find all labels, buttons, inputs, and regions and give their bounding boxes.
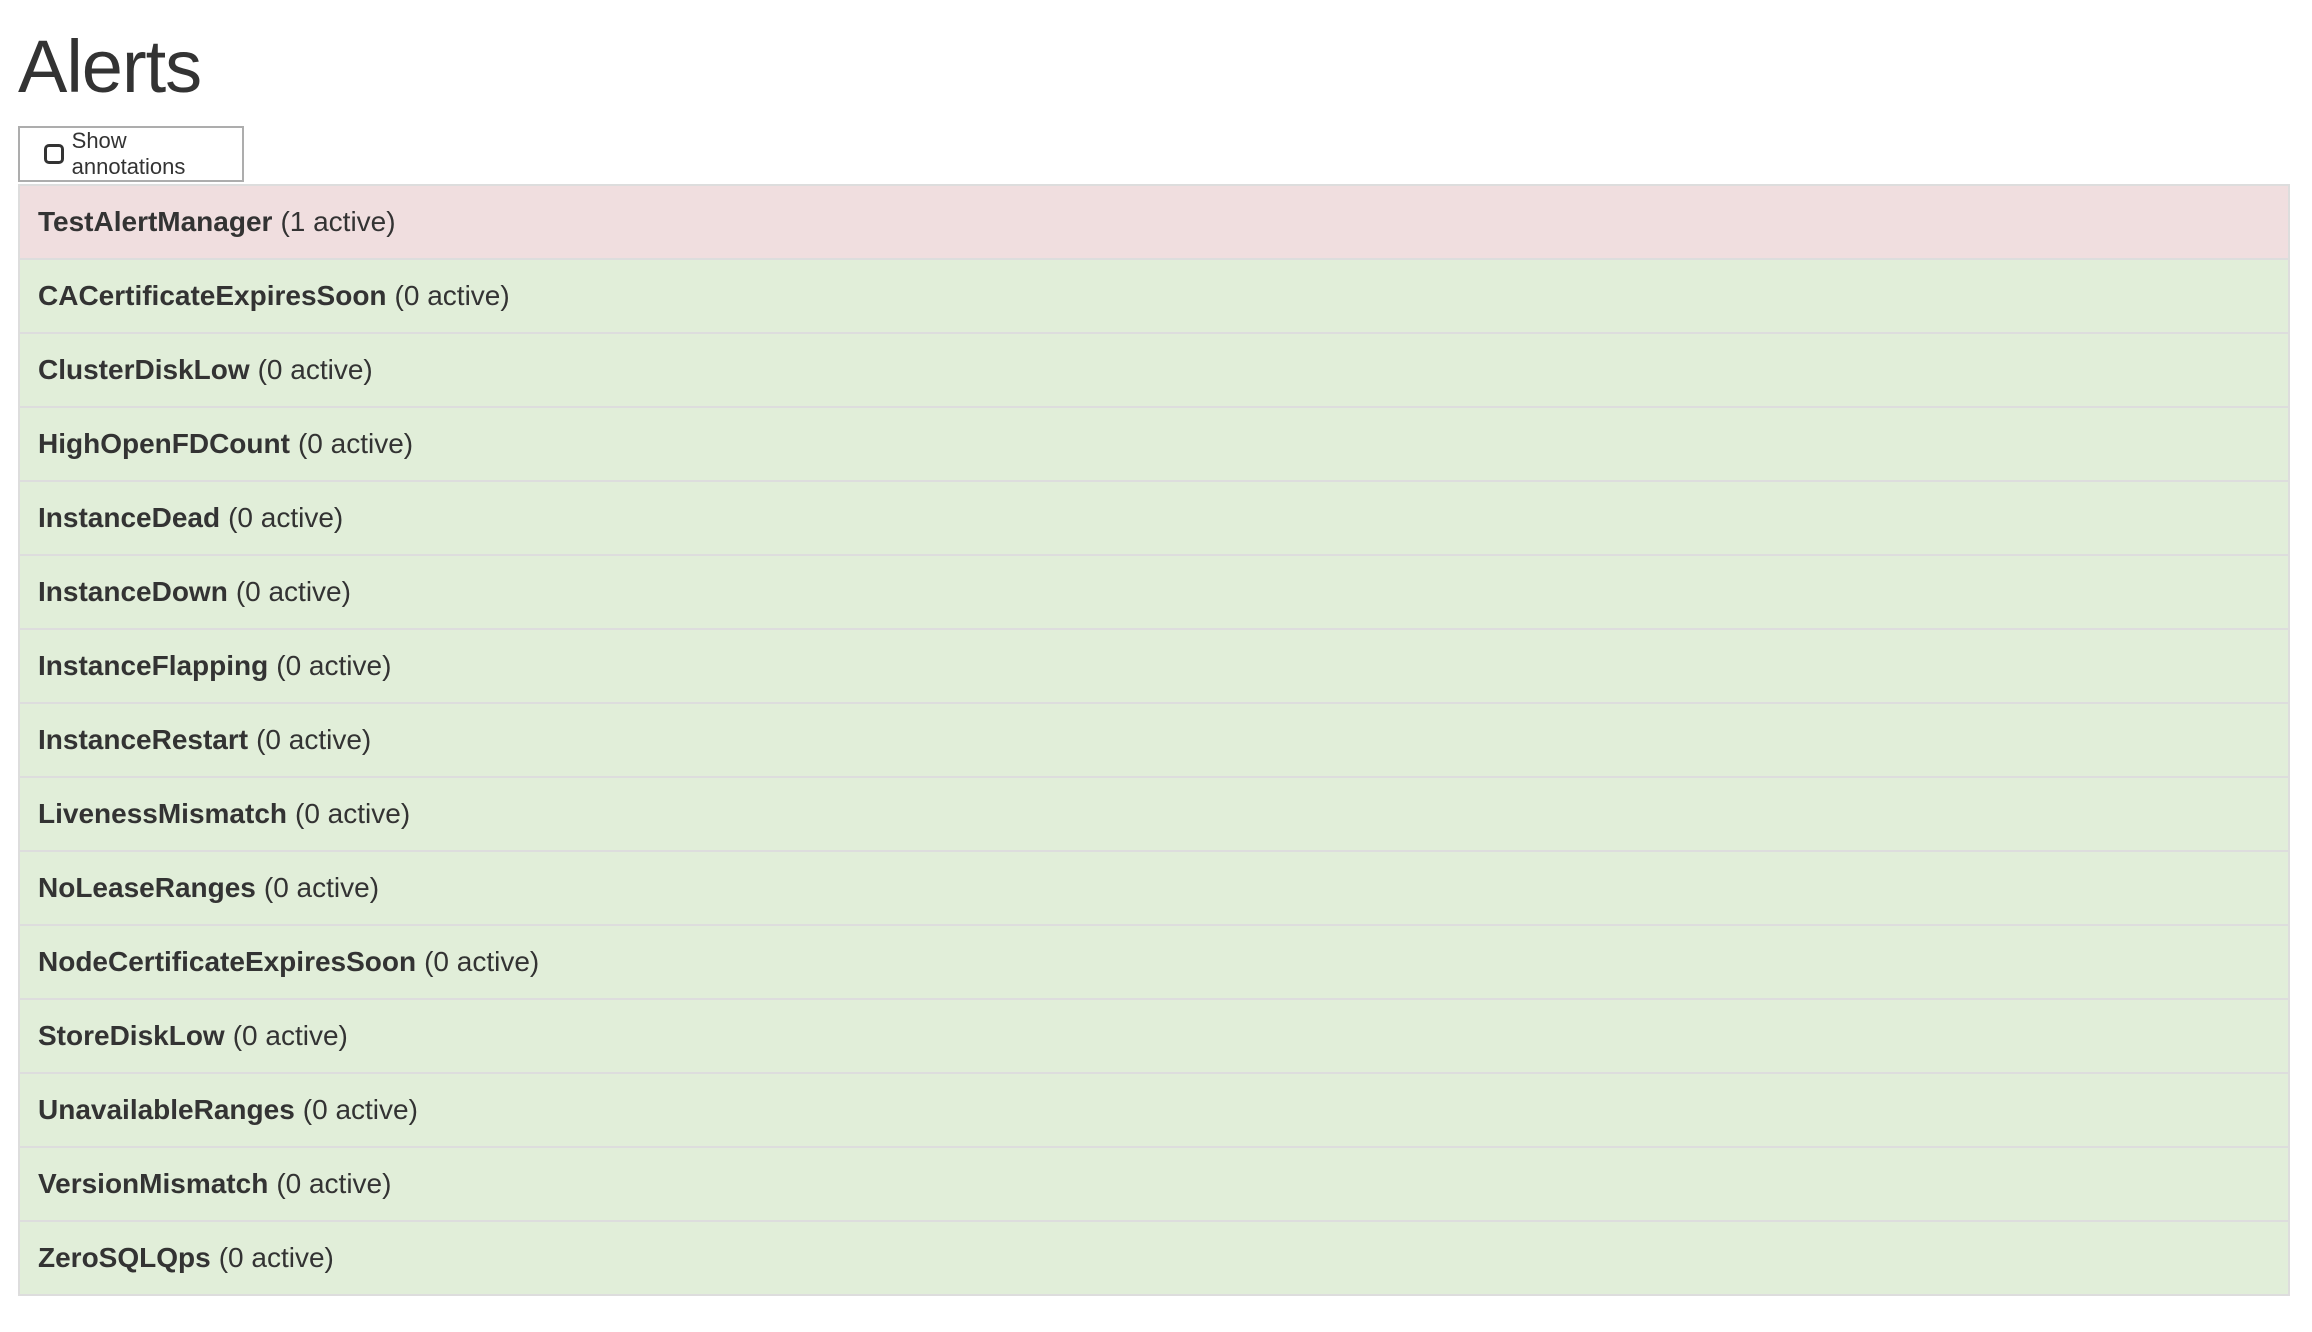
alert-name: InstanceDead [38,502,221,533]
alert-row[interactable]: TestAlertManager (1 active) [20,184,2288,258]
alert-name: CACertificateExpiresSoon [38,280,387,311]
alert-row[interactable]: CACertificateExpiresSoon (0 active) [20,258,2288,332]
alert-row[interactable]: InstanceFlapping (0 active) [20,628,2288,702]
alert-name: VersionMismatch [38,1168,269,1199]
alert-row[interactable]: StoreDiskLow (0 active) [20,998,2288,1072]
page-title: Alerts [18,25,202,108]
alert-active-count: (0 active) [235,576,351,607]
alert-active-count: (0 active) [276,1168,392,1199]
alert-name: HighOpenFDCount [38,428,290,459]
alert-active-count: (0 active) [295,798,411,829]
alert-name: TestAlertManager [38,206,273,237]
alert-active-count: (1 active) [280,206,396,237]
alert-name: InstanceFlapping [38,650,269,681]
alert-active-count: (0 active) [276,650,392,681]
checkbox-icon[interactable] [44,144,64,164]
alert-name: UnavailableRanges [38,1094,295,1125]
alert-active-count: (0 active) [232,1020,348,1051]
alert-name: ZeroSQLQps [38,1242,211,1273]
alert-name: InstanceDown [38,576,228,607]
alert-row[interactable]: ClusterDiskLow (0 active) [20,332,2288,406]
alert-name: ClusterDiskLow [38,354,250,385]
alert-name: InstanceRestart [38,724,249,755]
show-annotations-label: Show annotations [71,128,186,179]
alert-row[interactable]: ZeroSQLQps (0 active) [20,1220,2288,1294]
alert-active-count: (0 active) [263,872,380,903]
alert-name: LivenessMismatch [38,798,287,829]
alert-active-count: (0 active) [257,354,373,385]
alert-name: NoLeaseRanges [38,872,256,903]
alert-row[interactable]: HighOpenFDCount (0 active) [20,406,2288,480]
alert-name: StoreDiskLow [38,1020,225,1051]
alert-active-count: (0 active) [228,502,344,533]
alert-active-count: (0 active) [302,1094,418,1125]
alert-row[interactable]: InstanceDown (0 active) [20,554,2288,628]
alert-row[interactable]: LivenessMismatch (0 active) [20,776,2288,850]
alert-active-count: (0 active) [256,724,372,755]
alert-row[interactable]: VersionMismatch (0 active) [20,1146,2288,1220]
alert-row[interactable]: NodeCertificateExpiresSoon (0 active) [20,924,2288,998]
show-annotations-button[interactable]: Show annotations [18,126,244,182]
alert-row[interactable]: NoLeaseRanges (0 active) [20,850,2288,924]
alert-active-count: (0 active) [297,428,414,459]
alert-row[interactable]: InstanceRestart (0 active) [20,702,2288,776]
alert-active-count: (0 active) [218,1242,334,1273]
alert-list: TestAlertManager (1 active) CACertificateE… [18,184,2290,1296]
alert-row[interactable]: InstanceDead (0 active) [20,480,2288,554]
alert-name: NodeCertificateExpiresSoon [38,946,417,977]
alert-row[interactable]: UnavailableRanges (0 active) [20,1072,2288,1146]
alert-active-count: (0 active) [394,280,510,311]
alert-active-count: (0 active) [424,946,540,977]
